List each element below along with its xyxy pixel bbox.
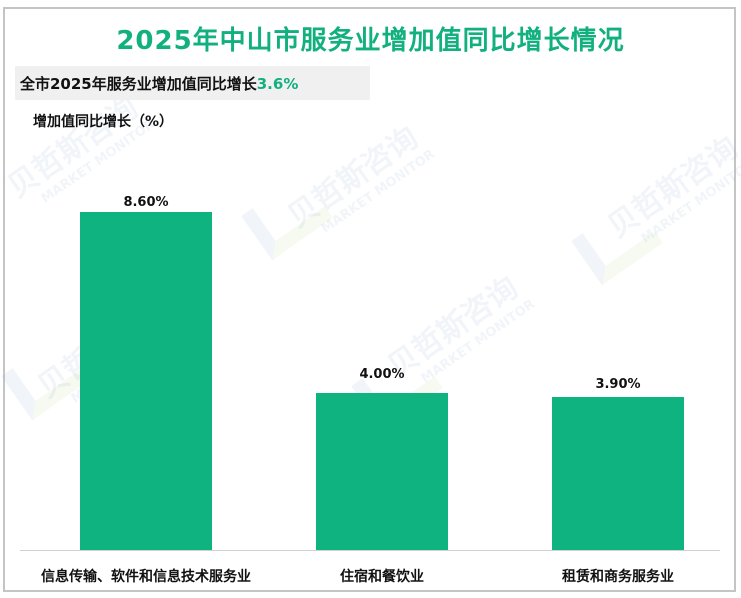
subtitle-highlight: 3.6% xyxy=(256,75,299,93)
x-category-label: 信息传输、软件和信息技术服务业 xyxy=(41,569,251,585)
x-axis-line xyxy=(20,550,720,551)
x-category-label: 住宿和餐饮业 xyxy=(340,569,424,585)
y-axis-label: 增加值同比增长（%） xyxy=(33,114,174,130)
bar-value-label: 4.00% xyxy=(359,367,405,382)
subtitle-box xyxy=(15,66,370,100)
bar-value-label: 3.90% xyxy=(595,377,641,392)
bar-info-tech xyxy=(80,212,212,550)
chart-title: 2025年中山市服务业增加值同比增长情况 xyxy=(116,26,625,56)
subtitle: 全市2025年服务业增加值同比增长3.6% xyxy=(20,73,298,94)
bar-accommodation-catering xyxy=(316,393,448,550)
x-category-label: 租赁和商务服务业 xyxy=(562,569,674,585)
subtitle-prefix: 全市2025年服务业增加值同比增长 xyxy=(20,75,257,93)
bar-leasing-business xyxy=(552,397,684,550)
bar-value-label: 8.60% xyxy=(123,195,169,210)
